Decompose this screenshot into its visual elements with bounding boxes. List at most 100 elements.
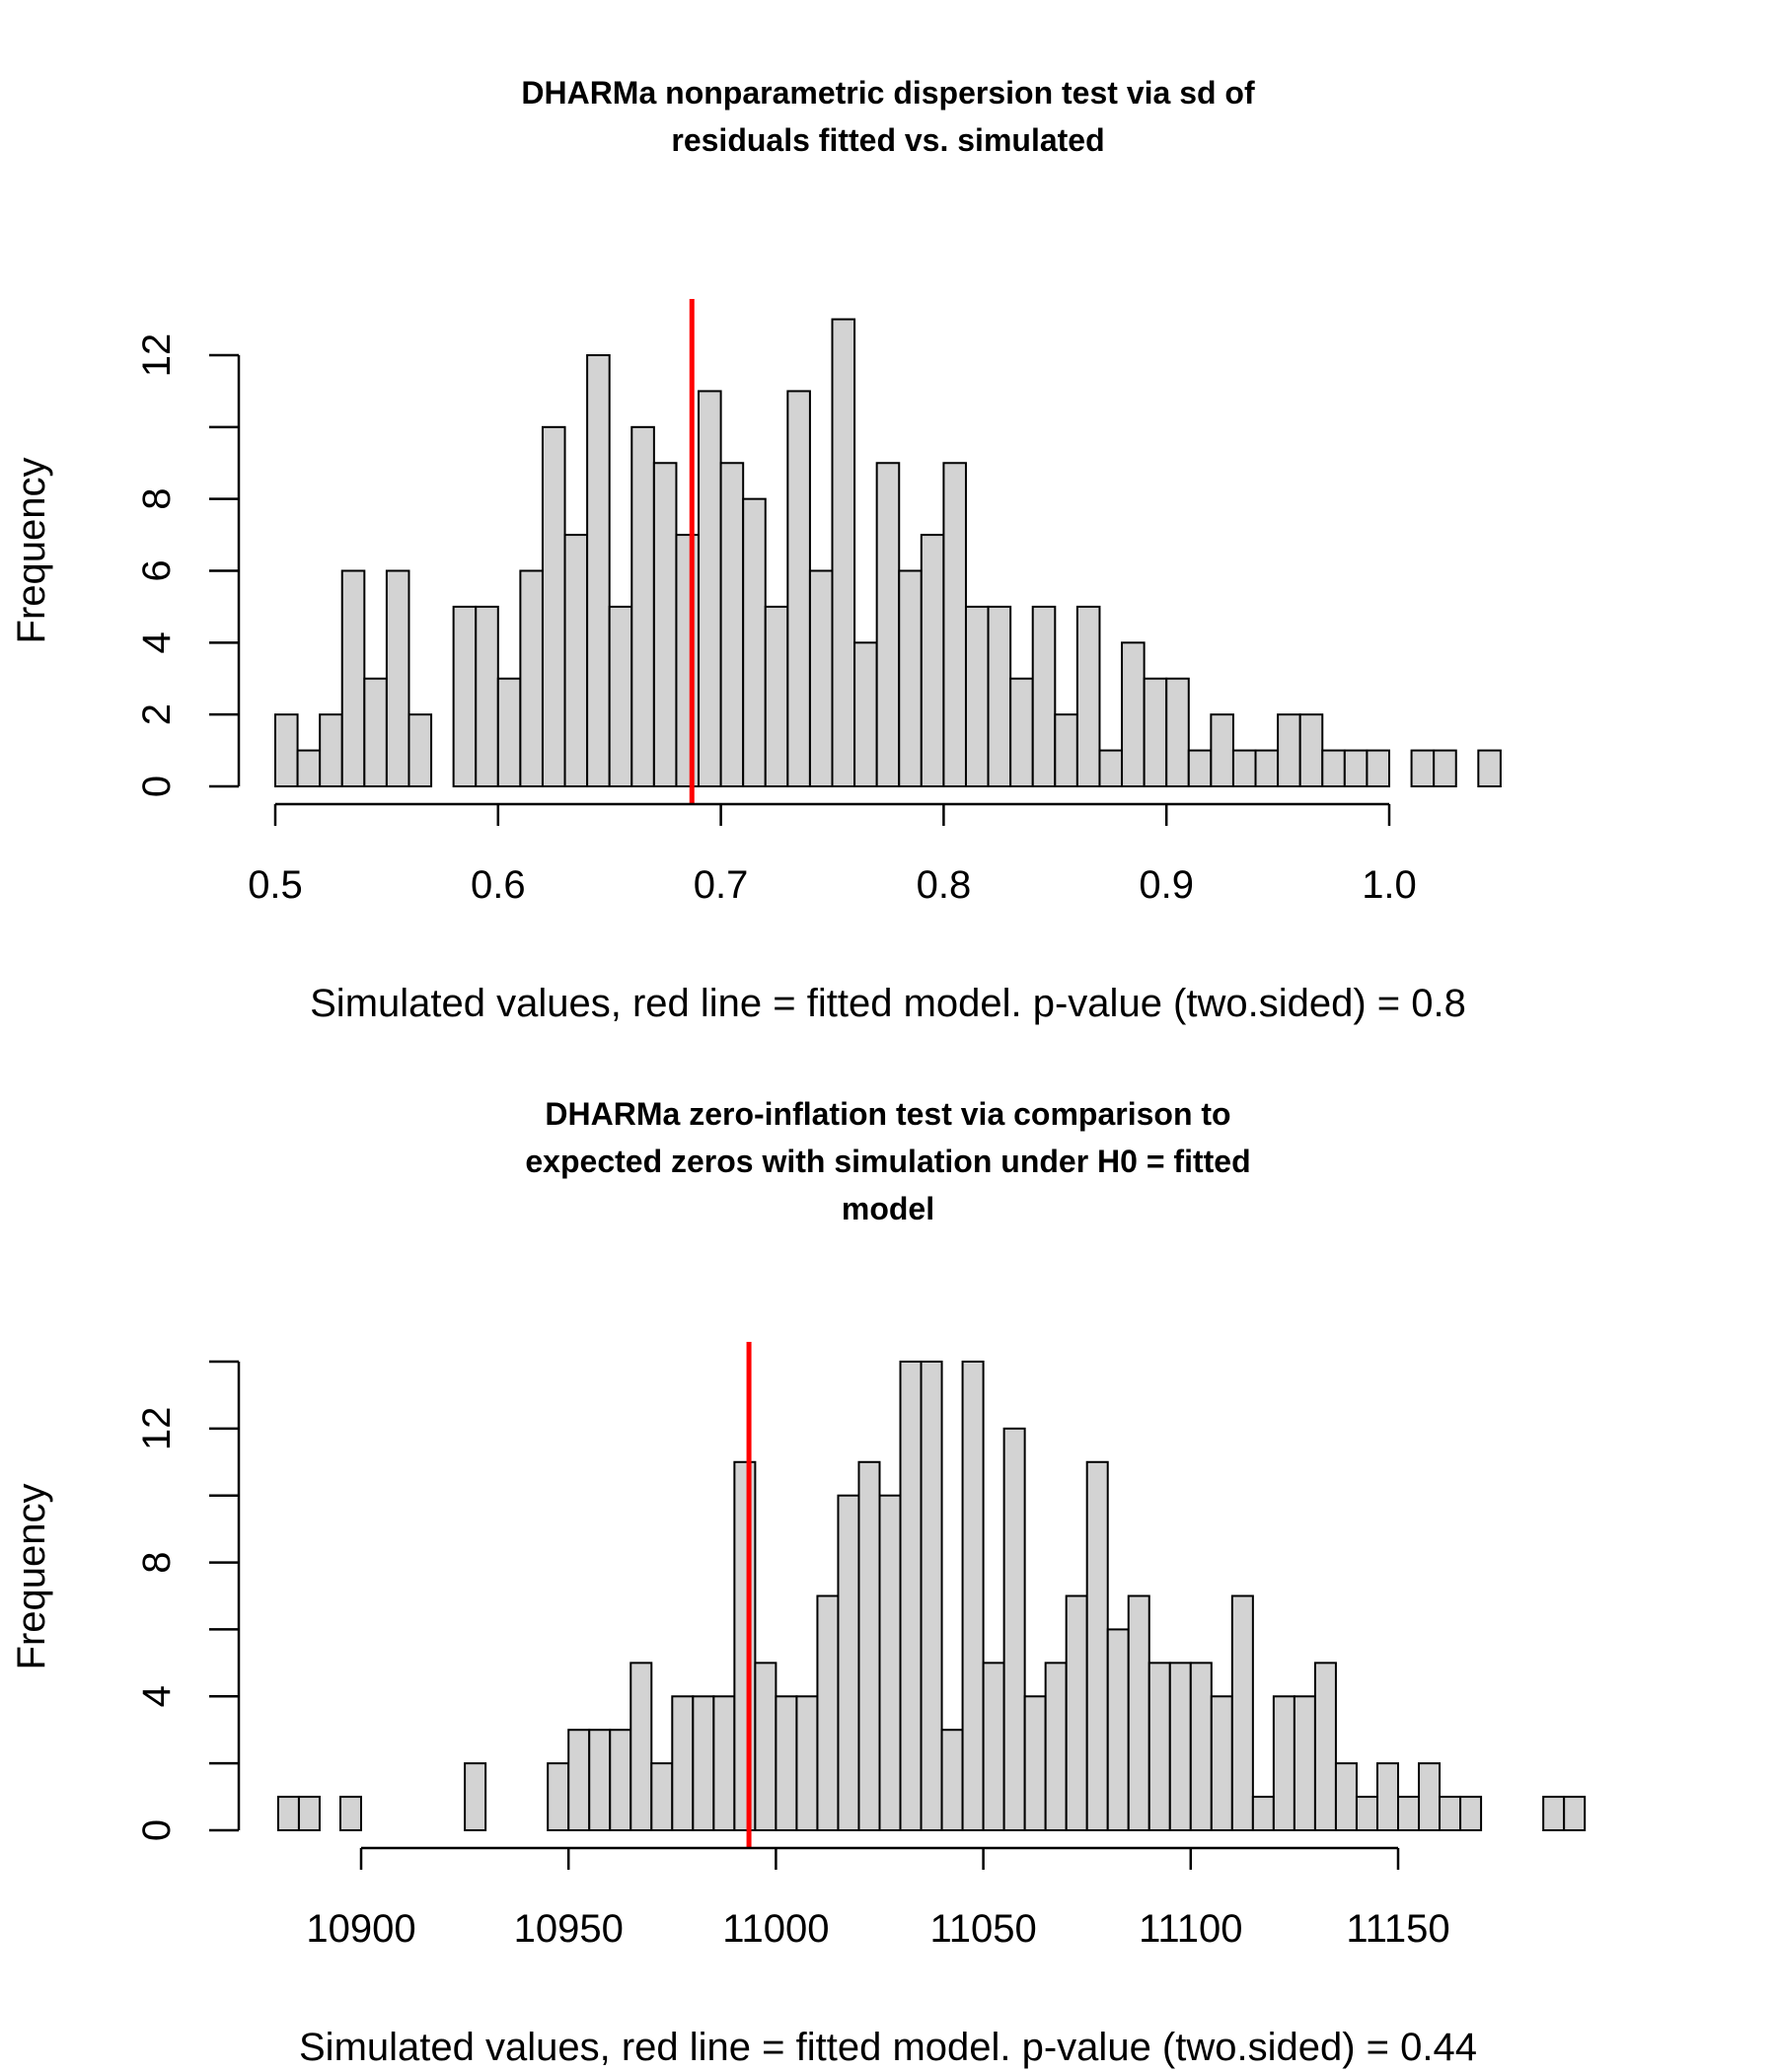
histogram-bar: [795, 1695, 819, 1832]
histogram-bar: [982, 1662, 1005, 1832]
histogram-bar: [340, 569, 366, 787]
histogram-bar: [942, 462, 967, 787]
histogram-bar: [297, 1796, 321, 1831]
histogram-bar: [920, 1361, 943, 1831]
histogram-bar: [1542, 1796, 1566, 1831]
x-tick-label: 0.8: [917, 863, 972, 907]
chart-title-line: expected zeros with simulation under H0 …: [525, 1144, 1250, 1179]
x-tick-label: 10900: [306, 1907, 415, 1951]
y-axis-title: Frequency: [10, 1484, 53, 1670]
y-tick-label: 2: [135, 703, 179, 725]
histogram-bar: [875, 462, 901, 787]
histogram-bar: [1023, 1695, 1047, 1832]
y-tick-label: 8: [135, 488, 179, 510]
chart-title-line: model: [842, 1191, 934, 1226]
histogram-bar: [920, 534, 945, 787]
y-tick-label: 4: [135, 631, 179, 653]
histogram-bar: [1321, 749, 1346, 787]
histogram-bar: [519, 569, 544, 787]
histogram-bar: [1433, 749, 1457, 787]
histogram-bar: [496, 677, 522, 787]
histogram-bar: [1375, 1762, 1399, 1831]
histogram-bar: [652, 462, 678, 787]
histogram-bar: [1418, 1762, 1442, 1831]
histogram-bar: [764, 605, 789, 788]
histogram-bar: [775, 1695, 798, 1832]
y-tick-label: 6: [135, 559, 179, 581]
histogram-bar: [567, 1729, 591, 1831]
histogram-bar: [857, 1460, 881, 1832]
histogram-bar: [1355, 1796, 1378, 1831]
histogram-bar: [816, 1594, 840, 1831]
chart-title-line: DHARMa nonparametric dispersion test via…: [521, 75, 1255, 111]
histogram-bar: [1075, 605, 1101, 788]
histogram-bar: [1168, 1662, 1192, 1832]
x-tick-label: 11050: [929, 1907, 1036, 1951]
x-tick-label: 0.9: [1139, 863, 1194, 907]
histogram-bar: [274, 713, 299, 788]
y-tick-label: 12: [135, 1407, 179, 1451]
histogram-bar: [1210, 1695, 1233, 1832]
histogram-bar: [547, 1762, 570, 1831]
histogram-bar: [1127, 1594, 1150, 1831]
histogram-bar: [363, 677, 388, 787]
histogram-bar: [608, 605, 633, 788]
histogram-bar: [1106, 1628, 1130, 1832]
histogram-bar: [1165, 677, 1190, 787]
histogram-bar: [698, 390, 722, 787]
histogram-bar: [1563, 1796, 1587, 1831]
zero-inflation-test-histogram: DHARMa zero-inflation test via compariso…: [10, 1096, 1587, 2069]
chart-title-line: DHARMa zero-inflation test via compariso…: [545, 1096, 1230, 1132]
histogram-bar: [831, 318, 856, 787]
histogram-bar: [1477, 749, 1502, 787]
histogram-bar: [1366, 749, 1391, 787]
chart-title-line: residuals fitted vs. simulated: [671, 122, 1104, 158]
histogram-bar: [899, 1361, 923, 1831]
histogram-bar: [385, 569, 410, 787]
histogram-bar: [1459, 1796, 1483, 1831]
y-tick-label: 4: [135, 1685, 179, 1707]
histogram-bar: [338, 1796, 363, 1831]
x-tick-label: 11150: [1346, 1907, 1449, 1951]
histogram-bar: [719, 462, 745, 787]
histogram-bar: [786, 390, 811, 787]
histogram-bar: [742, 497, 767, 787]
x-axis-title: Simulated values, red line = fitted mode…: [299, 2026, 1477, 2069]
y-axis-title: Frequency: [10, 458, 53, 644]
y-tick-label: 0: [135, 776, 179, 797]
histogram-bar: [296, 749, 322, 787]
histogram-bar: [609, 1729, 632, 1831]
x-tick-label: 11100: [1139, 1907, 1242, 1951]
x-axis-title: Simulated values, red line = fitted mode…: [310, 982, 1466, 1025]
histogram-bar: [1343, 749, 1369, 787]
histogram-bar: [1439, 1796, 1462, 1831]
histogram-bar: [837, 1494, 860, 1831]
x-tick-label: 0.7: [694, 863, 749, 907]
histogram-bar: [712, 1695, 736, 1832]
histogram-bar: [1334, 1762, 1358, 1831]
histogram-bar: [853, 641, 878, 787]
histogram-bar: [1313, 1662, 1337, 1832]
histogram-bar: [630, 425, 655, 787]
histogram-bar: [1293, 1695, 1316, 1832]
histogram-bar: [1272, 1695, 1295, 1832]
histogram-bar: [1044, 1662, 1068, 1832]
histogram-bar: [1002, 1427, 1026, 1832]
histogram-bar: [1251, 1796, 1275, 1831]
histogram-bar: [650, 1762, 674, 1831]
histogram-bar: [563, 534, 589, 787]
histogram-bar: [1009, 677, 1034, 787]
histogram-bar: [1031, 605, 1057, 788]
y-tick-label: 0: [135, 1819, 179, 1841]
histogram-bar: [1254, 749, 1280, 787]
histogram-bar: [898, 569, 923, 787]
histogram-bar: [586, 354, 611, 787]
x-tick-label: 1.0: [1362, 863, 1417, 907]
histogram-bar: [1397, 1796, 1421, 1831]
x-tick-label: 11000: [722, 1907, 829, 1951]
histogram-bar: [961, 1361, 985, 1831]
histogram-bar: [1054, 713, 1078, 788]
dispersion-test-histogram: DHARMa nonparametric dispersion test via…: [10, 75, 1502, 1025]
histogram-bar: [940, 1729, 964, 1831]
